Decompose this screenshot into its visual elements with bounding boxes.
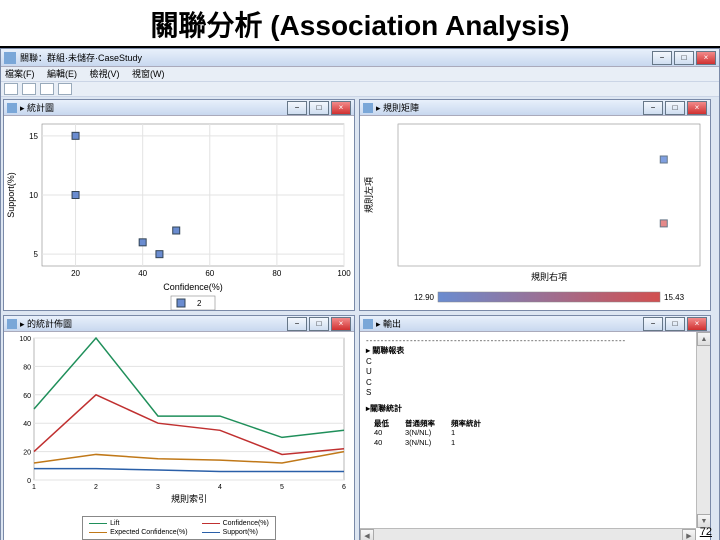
toolbar-button-1[interactable] [4, 83, 18, 95]
panel-report-close[interactable]: × [687, 317, 707, 331]
panel-matrix: ▸ 規則矩陣 − □ × 規則右項 規則左項 12.90 15.43 [359, 99, 711, 311]
app-toolbar [1, 81, 719, 97]
panel-lines-titlebar: ▸ 的統計佈圖 − □ × [4, 316, 354, 332]
legend-item: Confidence(%) [202, 520, 269, 527]
svg-text:60: 60 [205, 269, 214, 278]
close-button[interactable]: × [696, 51, 716, 65]
panel-scatter-min[interactable]: − [287, 101, 307, 115]
svg-text:1: 1 [32, 484, 36, 491]
svg-text:15: 15 [29, 132, 38, 141]
lines-chart: 0 20 40 60 80 100 1 2 3 4 5 6 規則索引 [4, 332, 354, 514]
panel-scatter-body: 5 10 15 20 40 60 80 100 Confidence(%) Support(%) 2 [4, 116, 354, 310]
menu-view[interactable]: 檢視(V) [90, 69, 120, 79]
panel-matrix-min[interactable]: − [643, 101, 663, 115]
panel-report-min[interactable]: − [643, 317, 663, 331]
text-icon [363, 319, 373, 329]
panel-matrix-titlebar: ▸ 規則矩陣 − □ × [360, 100, 710, 116]
svg-text:2: 2 [197, 299, 202, 308]
panel-lines-max[interactable]: □ [309, 317, 329, 331]
maximize-button[interactable]: □ [674, 51, 694, 65]
svg-text:60: 60 [23, 393, 31, 400]
panel-report-titlebar: ▸ 輸出 − □ × [360, 316, 710, 332]
panel-scatter-max[interactable]: □ [309, 101, 329, 115]
menu-edit[interactable]: 編輯(E) [47, 69, 77, 79]
chart-icon [363, 103, 373, 113]
panel-scatter-close[interactable]: × [331, 101, 351, 115]
matrix-chart: 規則右項 規則左項 12.90 15.43 [360, 116, 710, 310]
svg-text:Confidence(%): Confidence(%) [163, 282, 223, 292]
svg-text:40: 40 [23, 421, 31, 428]
app-icon [4, 52, 16, 64]
svg-text:20: 20 [71, 269, 80, 278]
svg-text:40: 40 [138, 269, 147, 278]
svg-text:80: 80 [23, 364, 31, 371]
svg-text:4: 4 [218, 484, 222, 491]
mdi-area: ▸ 統計圖 − □ × 5101520406080100Confidence(%… [1, 97, 719, 540]
legend-item: Expected Confidence(%) [89, 529, 187, 536]
svg-text:規則左項: 規則左項 [363, 177, 374, 213]
chart-icon [7, 103, 17, 113]
app-menubar: 檔案(F) 編輯(E) 檢視(V) 視窗(W) [1, 67, 719, 81]
scroll-left-icon[interactable]: ◀ [360, 529, 374, 540]
panel-lines-min[interactable]: − [287, 317, 307, 331]
svg-text:5: 5 [34, 250, 39, 259]
menu-window[interactable]: 視窗(W) [132, 69, 165, 79]
scatter-chart: 5 10 15 20 40 60 80 100 Confidence(%) Support(%) 2 [4, 116, 354, 310]
slide-title: 關聯分析 (Association Analysis) [0, 0, 720, 48]
chart-icon [7, 319, 17, 329]
minimize-button[interactable]: − [652, 51, 672, 65]
panel-report: ▸ 輸出 − □ × -----------------------------… [359, 315, 711, 540]
svg-text:20: 20 [23, 450, 31, 457]
panel-matrix-max[interactable]: □ [665, 101, 685, 115]
scroll-right-icon[interactable]: ▶ [682, 529, 696, 540]
panel-scatter-titlebar: ▸ 統計圖 − □ × [4, 100, 354, 116]
panel-lines: ▸ 的統計佈圖 − □ × 0 20 40 60 80 100 1 2 3 4 5 6 規則索引 Lif… [3, 315, 355, 540]
panel-matrix-close[interactable]: × [687, 101, 707, 115]
panel-report-body: ----------------------------------------… [360, 332, 710, 540]
panel-report-max[interactable]: □ [665, 317, 685, 331]
report-vscrollbar[interactable]: ▲ ▼ [696, 332, 710, 528]
lines-legend: Lift Expected Confidence(%) Confidence(%) S… [82, 516, 276, 540]
app-title-text: 關聯：群組·未儲存·CaseStudy [20, 51, 142, 64]
legend-item: Support(%) [202, 529, 269, 536]
svg-text:5: 5 [280, 484, 284, 491]
scroll-up-icon[interactable]: ▲ [697, 332, 710, 346]
panel-report-title: ▸ 輸出 [376, 317, 401, 330]
panel-scatter: ▸ 統計圖 − □ × 5 10 15 20 40 60 80 100 Confidence(%… [3, 99, 355, 311]
report-text: ----------------------------------------… [360, 332, 710, 452]
svg-text:Support(%): Support(%) [6, 172, 16, 218]
report-table: 最低普通頻率頻率統計403(N/NL)1403(N/NL)1 [366, 419, 489, 448]
toolbar-button-2[interactable] [22, 83, 36, 95]
svg-text:100: 100 [19, 336, 31, 343]
svg-text:10: 10 [29, 191, 38, 200]
panel-scatter-title: ▸ 統計圖 [20, 101, 54, 114]
page-number: 72 [700, 526, 712, 538]
svg-text:0: 0 [27, 478, 31, 485]
svg-text:12.90: 12.90 [414, 293, 435, 302]
svg-text:規則索引: 規則索引 [171, 493, 207, 504]
app-titlebar: 關聯：群組·未儲存·CaseStudy − □ × [1, 49, 719, 67]
menu-file[interactable]: 檔案(F) [5, 69, 35, 79]
toolbar-button-3[interactable] [40, 83, 54, 95]
svg-text:100: 100 [337, 269, 351, 278]
svg-text:3: 3 [156, 484, 160, 491]
panel-lines-title: ▸ 的統計佈圖 [20, 317, 72, 330]
app-window: 關聯：群組·未儲存·CaseStudy − □ × 檔案(F) 編輯(E) 檢視… [0, 48, 720, 540]
svg-text:6: 6 [342, 484, 346, 491]
svg-text:2: 2 [94, 484, 98, 491]
panel-lines-body: 0 20 40 60 80 100 1 2 3 4 5 6 規則索引 Lift Expected Conf… [4, 332, 354, 540]
toolbar-button-4[interactable] [58, 83, 72, 95]
svg-text:80: 80 [272, 269, 281, 278]
legend-item: Lift [89, 520, 187, 527]
svg-text:規則右項: 規則右項 [531, 271, 567, 282]
svg-text:15.43: 15.43 [664, 293, 685, 302]
report-hscrollbar[interactable]: ◀ ▶ [360, 528, 696, 540]
panel-matrix-body: 規則右項 規則左項 12.90 15.43 [360, 116, 710, 310]
panel-lines-close[interactable]: × [331, 317, 351, 331]
panel-matrix-title: ▸ 規則矩陣 [376, 101, 419, 114]
